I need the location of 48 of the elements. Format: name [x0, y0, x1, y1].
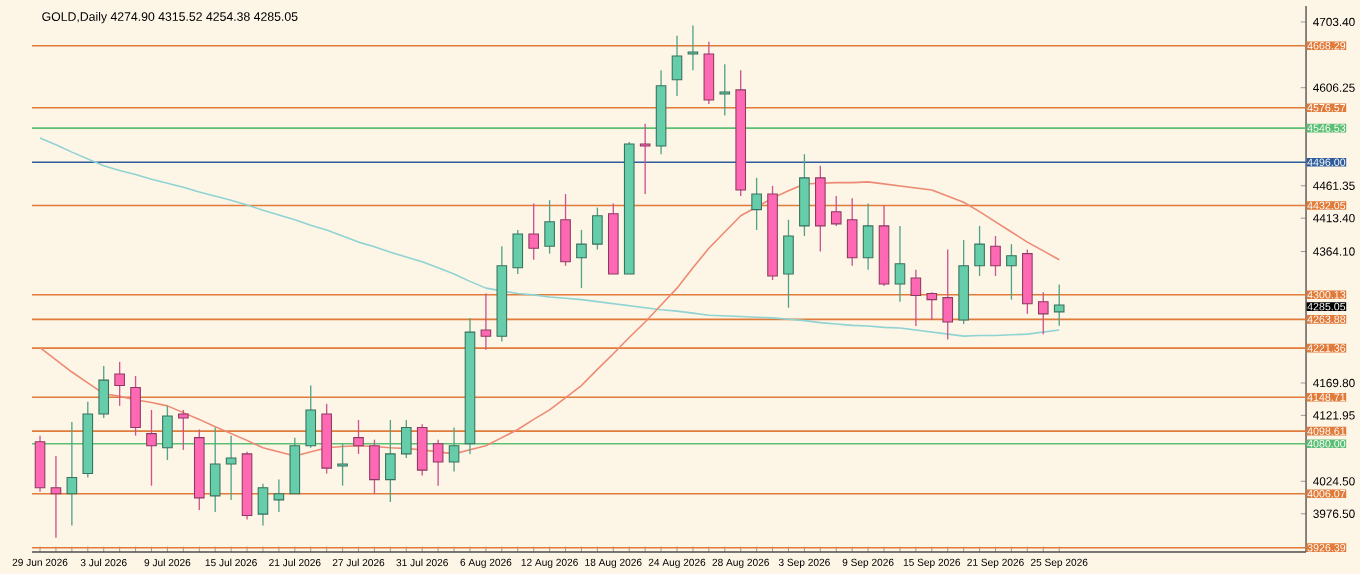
candlestick — [416, 423, 428, 477]
candlestick — [1006, 243, 1017, 301]
candlestick — [1037, 291, 1049, 335]
candlestick — [257, 482, 269, 527]
candlestick — [66, 421, 78, 527]
candlestick — [703, 41, 715, 105]
candlestick — [719, 63, 731, 117]
candlestick — [385, 419, 396, 503]
candlestick — [178, 409, 189, 451]
candlestick — [114, 361, 125, 407]
candlestick — [687, 24, 699, 71]
candlestick — [751, 177, 762, 231]
candlestick — [146, 409, 157, 487]
candlestick — [942, 248, 954, 341]
candlestick — [305, 384, 317, 449]
candlestick — [98, 365, 110, 419]
candlestick — [480, 292, 492, 351]
candlestick — [273, 478, 285, 513]
candlestick — [353, 419, 364, 455]
candlestick — [209, 426, 221, 513]
candlestick — [130, 375, 141, 437]
candlestick — [1053, 283, 1065, 327]
candlestick — [512, 229, 524, 275]
candlestick — [990, 235, 1001, 277]
candlestick — [528, 202, 540, 261]
candlestick — [974, 225, 985, 277]
candlestick — [34, 434, 46, 493]
candlestick — [639, 123, 651, 195]
candlestick — [894, 225, 906, 303]
candlestick — [544, 199, 555, 255]
candlestick — [162, 405, 173, 461]
candlestick — [576, 229, 587, 289]
candlestick — [862, 202, 874, 271]
candlestick — [50, 455, 62, 539]
candlestick — [592, 206, 603, 251]
candlestick — [783, 219, 794, 309]
candlestick — [846, 197, 858, 267]
candlestick — [369, 439, 380, 495]
candlestick — [926, 291, 938, 321]
candlestick — [560, 193, 571, 267]
candlestick — [225, 434, 237, 501]
candlestick — [671, 35, 683, 97]
candlestick — [830, 195, 842, 227]
candlestick — [432, 439, 444, 487]
candlestick — [448, 426, 460, 473]
candlestick — [400, 419, 412, 459]
candlestick — [910, 269, 922, 327]
candlestick — [337, 443, 348, 487]
